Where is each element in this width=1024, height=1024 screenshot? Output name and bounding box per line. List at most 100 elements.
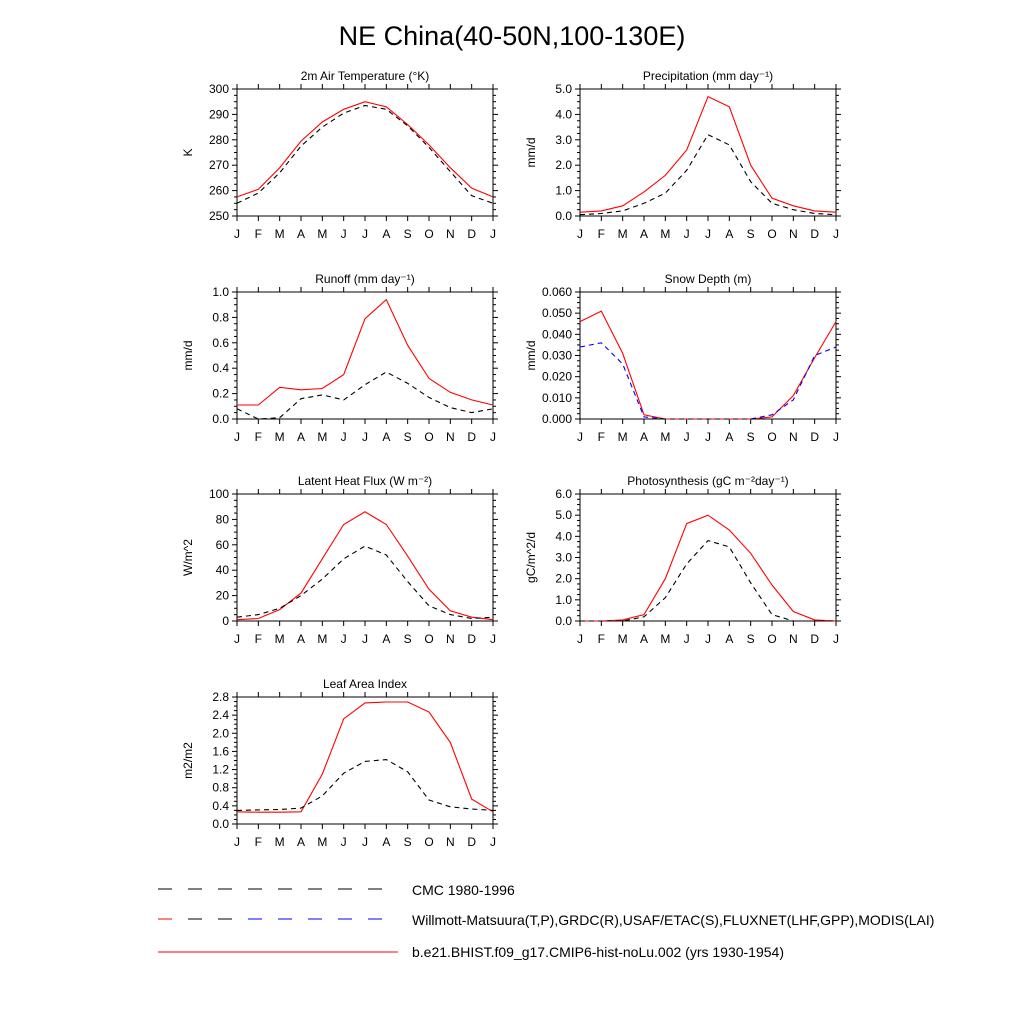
x-tick-label: J	[684, 227, 690, 241]
plot-frame	[579, 291, 837, 420]
series-line-model	[579, 310, 837, 420]
y-axis-label: gC/m^2/d	[524, 532, 538, 583]
x-tick-label: N	[446, 632, 455, 646]
legend-label-obs: Willmott-Matsuura(T,P),GRDC(R),USAF/ETAC…	[412, 912, 934, 928]
x-tick-label: S	[404, 835, 412, 849]
x-tick-label: D	[810, 430, 819, 444]
y-tick-label: 0.000	[542, 412, 572, 426]
x-tick-label: J	[234, 227, 240, 241]
x-tick-label: J	[362, 835, 368, 849]
legend-entry-obs: Willmott-Matsuura(T,P),GRDC(R),USAF/ETAC…	[158, 912, 934, 928]
y-axis-label: W/m^2	[181, 539, 195, 576]
x-tick-label: F	[598, 632, 605, 646]
x-tick-label: J	[684, 632, 690, 646]
y-tick-label: 250	[209, 209, 229, 223]
y-tick-label: 0.2	[212, 387, 229, 401]
x-tick-label: S	[404, 632, 412, 646]
y-tick-label: 0.050	[542, 306, 572, 320]
panel-7: Leaf Area Index m2/m2 0.0 0.4 0.8 1.2 1.6 2.0 2.…	[181, 677, 498, 849]
y-axis-label: K	[181, 148, 195, 156]
series-line-obs	[236, 371, 494, 420]
y-tick-label: 40	[216, 563, 230, 577]
x-tick-label: J	[833, 430, 839, 444]
x-tick-label: J	[684, 430, 690, 444]
x-tick-label: J	[705, 632, 711, 646]
x-tick-label: S	[404, 430, 412, 444]
x-tick-label: O	[424, 227, 433, 241]
x-tick-label: M	[275, 835, 285, 849]
legend-entry-model: b.e21.BHIST.f09_g17.CMIP6-hist-noLu.002 …	[158, 944, 784, 960]
y-tick-label: 0.8	[212, 310, 229, 324]
plot-frame	[236, 291, 494, 420]
x-tick-label: O	[424, 835, 433, 849]
x-tick-label: D	[467, 632, 476, 646]
y-axis-label: mm/d	[524, 138, 538, 168]
x-tick-label: J	[341, 430, 347, 444]
y-tick-label: 270	[209, 158, 229, 172]
y-tick-label: 0.030	[542, 349, 572, 363]
legend-entry-cmc: CMC 1980-1996	[158, 882, 515, 898]
y-axis-label: m2/m2	[181, 742, 195, 779]
y-tick-label: 0.040	[542, 327, 572, 341]
series-line-obs-usaf	[579, 342, 837, 420]
series-line-model	[236, 101, 494, 198]
y-tick-label: 0.8	[212, 781, 229, 795]
y-tick-label: 1.0	[555, 184, 572, 198]
y-tick-label: 260	[209, 184, 229, 198]
series-line-model	[236, 701, 494, 813]
plot-frame	[579, 493, 837, 622]
x-tick-label: J	[341, 835, 347, 849]
x-tick-label: J	[341, 632, 347, 646]
y-tick-label: 0.0	[555, 614, 572, 628]
x-tick-label: M	[275, 430, 285, 444]
x-tick-label: N	[789, 632, 798, 646]
x-tick-label: M	[317, 632, 327, 646]
y-tick-label: 0	[222, 614, 229, 628]
x-tick-label: O	[424, 430, 433, 444]
y-tick-label: 0.060	[542, 285, 572, 299]
y-tick-label: 4.0	[555, 107, 572, 121]
panel-title: Snow Depth (m)	[665, 272, 752, 286]
x-tick-label: M	[618, 632, 628, 646]
series-line-obs	[579, 133, 837, 216]
y-tick-label: 0.4	[212, 799, 229, 813]
y-tick-label: 0.0	[555, 209, 572, 223]
x-tick-label: A	[725, 227, 733, 241]
x-tick-label: M	[660, 227, 670, 241]
x-tick-label: F	[255, 227, 262, 241]
y-tick-label: 0.010	[542, 391, 572, 405]
x-tick-label: M	[317, 227, 327, 241]
x-tick-label: J	[577, 632, 583, 646]
y-tick-label: 6.0	[555, 487, 572, 501]
x-tick-label: N	[446, 835, 455, 849]
x-tick-label: J	[234, 835, 240, 849]
y-tick-label: 60	[216, 538, 230, 552]
x-tick-label: A	[640, 430, 648, 444]
y-tick-label: 80	[216, 512, 230, 526]
series-line-model	[580, 514, 837, 622]
x-tick-label: D	[467, 430, 476, 444]
plot-frame	[236, 493, 494, 622]
y-tick-label: 280	[209, 133, 229, 147]
y-tick-label: 290	[209, 107, 229, 121]
panel-1: 2m Air Temperature (°K) K 250 260 270 280 290 3…	[181, 69, 498, 241]
x-tick-label: A	[297, 835, 305, 849]
series-line-model	[237, 298, 494, 406]
y-tick-label: 0.4	[212, 361, 229, 375]
x-tick-label: O	[424, 632, 433, 646]
x-tick-label: N	[789, 430, 798, 444]
panel-title: Photosynthesis (gC m⁻²day⁻¹)	[627, 474, 788, 488]
x-tick-label: A	[382, 835, 390, 849]
x-tick-label: A	[640, 632, 648, 646]
panel-title: Precipitation (mm day⁻¹)	[643, 69, 773, 83]
x-tick-label: M	[317, 835, 327, 849]
y-tick-label: 100	[209, 487, 229, 501]
x-tick-label: J	[490, 632, 496, 646]
y-tick-label: 3.0	[555, 551, 572, 565]
x-tick-label: J	[490, 430, 496, 444]
x-tick-label: F	[598, 430, 605, 444]
x-tick-label: J	[234, 430, 240, 444]
series-line-obs	[236, 545, 494, 620]
y-tick-label: 0.020	[542, 370, 572, 384]
